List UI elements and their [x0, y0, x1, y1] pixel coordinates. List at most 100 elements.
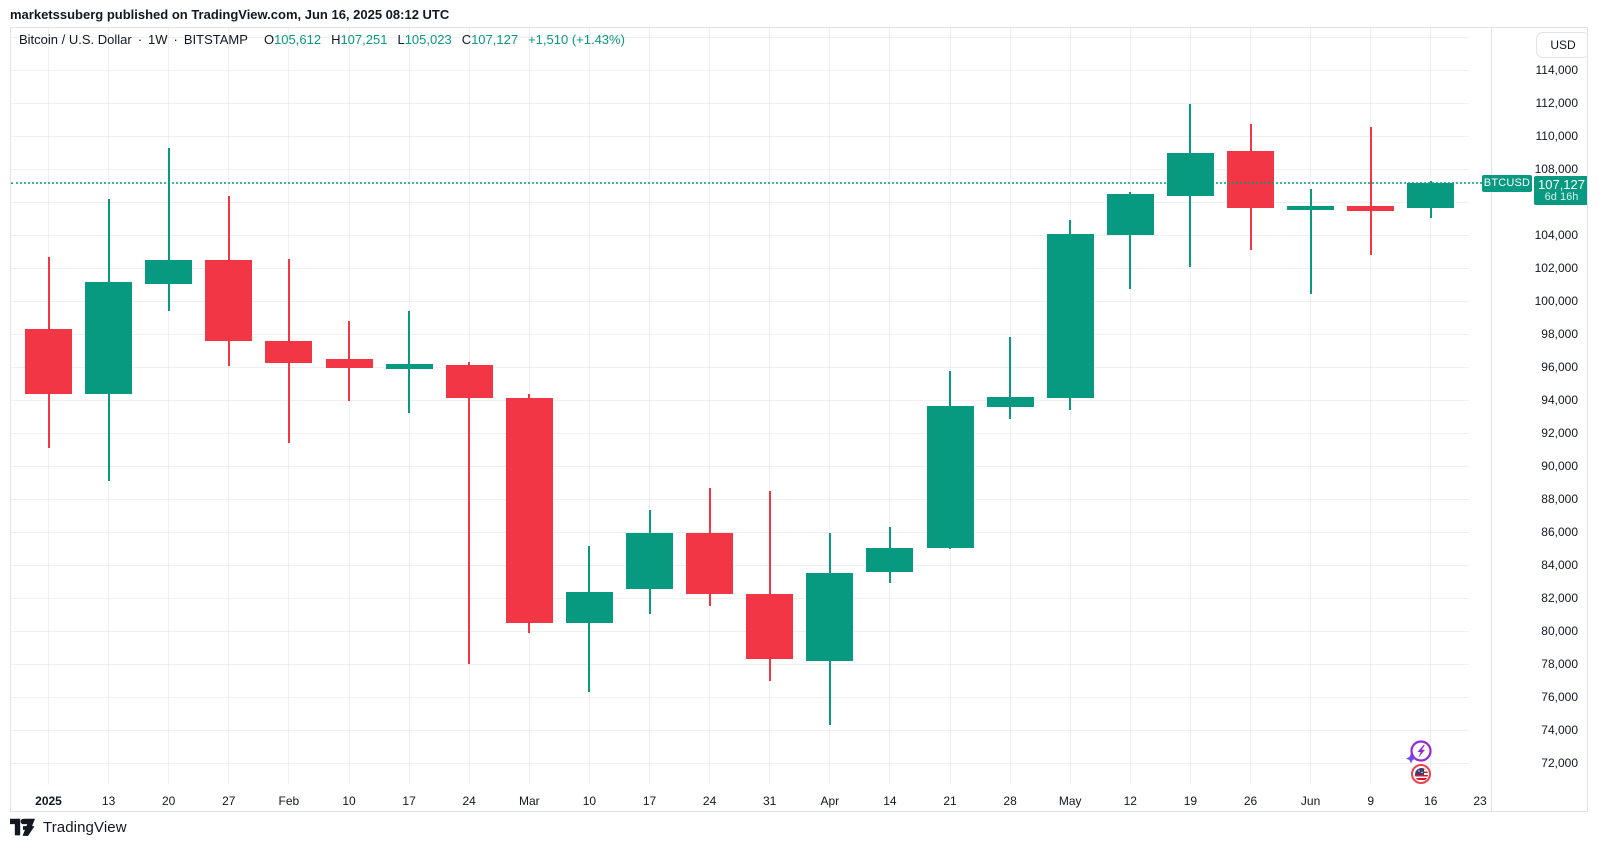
time-tick-label: 10 — [342, 794, 356, 808]
horizontal-gridline — [11, 268, 1469, 269]
price-tick-label: 100,000 — [1534, 294, 1578, 308]
last-price-dotted-line — [11, 182, 1482, 185]
tradingview-footer-link[interactable]: TradingView — [10, 818, 127, 837]
time-tick-label: 26 — [1243, 794, 1258, 808]
open-label: O — [263, 32, 275, 47]
horizontal-gridline — [11, 532, 1469, 533]
time-tick-label: 19 — [1183, 794, 1198, 808]
last-price-badge: 107,127 6d 16h — [1534, 176, 1587, 206]
horizontal-gridline — [11, 400, 1469, 401]
price-tick-label: 82,000 — [1541, 591, 1578, 605]
candle-body[interactable] — [1347, 205, 1395, 211]
candle-body[interactable] — [1046, 234, 1094, 398]
price-tick-label: 72,000 — [1541, 756, 1578, 770]
candle-wick — [1009, 336, 1012, 420]
candle-body[interactable] — [806, 572, 854, 662]
horizontal-gridline — [11, 730, 1469, 731]
candle-body[interactable] — [866, 547, 914, 572]
time-tick-label: 16 — [1424, 794, 1438, 808]
vertical-gridline — [649, 28, 650, 784]
vertical-gridline — [1189, 28, 1191, 784]
horizontal-gridline — [11, 334, 1469, 335]
candle-body[interactable] — [926, 405, 974, 548]
candle-body[interactable] — [1227, 151, 1274, 208]
symbol-title[interactable]: Bitcoin / U.S. Dollar — [19, 32, 132, 47]
time-tick-label: 13 — [101, 794, 116, 808]
time-tick-label: 17 — [642, 794, 657, 808]
horizontal-gridline — [11, 37, 1469, 38]
candle-body[interactable] — [565, 591, 613, 623]
candle-body[interactable] — [1166, 152, 1214, 197]
ohlc-values: O 105,612 H 107,251 L 105,023 C 107,127 — [264, 32, 518, 47]
horizontal-gridline — [11, 499, 1469, 500]
candle-body[interactable] — [25, 329, 72, 395]
candle-body[interactable] — [265, 340, 313, 363]
exchange-label: BITSTAMP — [183, 32, 248, 47]
price-tick-label: 96,000 — [1541, 360, 1578, 374]
us-flag-economic-event-icon[interactable] — [1411, 764, 1432, 784]
horizontal-gridline — [11, 763, 1469, 764]
candle-wick — [768, 490, 771, 681]
legend-separator: · — [137, 32, 143, 47]
candle-body[interactable] — [746, 594, 794, 660]
candle-body[interactable] — [986, 396, 1034, 407]
vertical-gridline — [1250, 28, 1251, 784]
open-value: 105,612 — [274, 32, 322, 47]
candle-body[interactable] — [385, 364, 433, 369]
candle-wick — [1369, 126, 1372, 255]
horizontal-gridline — [11, 367, 1469, 368]
candle-body[interactable] — [205, 259, 253, 341]
time-tick-label: 14 — [883, 794, 897, 808]
vertical-gridline — [769, 28, 771, 784]
vertical-gridline — [889, 28, 891, 784]
tradingview-logo-icon — [10, 818, 35, 836]
price-tick-label: 84,000 — [1541, 558, 1578, 572]
price-tick-label: 86,000 — [1541, 525, 1578, 539]
candle-body[interactable] — [1407, 183, 1455, 209]
candle-body[interactable] — [505, 397, 553, 623]
time-tick-label: Jun — [1300, 794, 1321, 808]
time-tick-label: 24 — [462, 794, 476, 808]
vertical-gridline — [1129, 28, 1131, 784]
candle-body[interactable] — [686, 532, 734, 595]
price-tick-label: 114,000 — [1535, 63, 1579, 77]
tradingview-brand-text: TradingView — [43, 819, 127, 836]
vertical-gridline — [168, 28, 170, 784]
horizontal-gridline — [11, 202, 1469, 203]
ai-lightning-event-icon[interactable] — [1404, 739, 1434, 772]
horizontal-gridline — [11, 565, 1469, 566]
time-tick-label: 20 — [162, 794, 176, 808]
candle-body[interactable] — [325, 358, 373, 368]
currency-unit-button[interactable]: USD — [1536, 32, 1587, 58]
bar-countdown: 6d 16h — [1544, 190, 1579, 203]
vertical-gridline — [588, 28, 590, 784]
candle-wick — [1129, 191, 1132, 289]
price-tick-label: 80,000 — [1541, 624, 1578, 638]
time-tick-label: 31 — [763, 794, 777, 808]
candle-body[interactable] — [626, 532, 673, 590]
candle-wick — [468, 361, 471, 665]
candle-body[interactable] — [445, 365, 493, 399]
time-tick-label: 10 — [582, 794, 597, 808]
time-tick-label: Feb — [278, 794, 300, 808]
candle-body[interactable] — [1106, 194, 1154, 236]
horizontal-gridline — [11, 235, 1469, 236]
time-tick-label: 28 — [1003, 794, 1017, 808]
vertical-gridline — [829, 28, 831, 784]
time-tick-label: May — [1058, 794, 1082, 808]
horizontal-gridline — [11, 598, 1469, 599]
candle-body[interactable] — [145, 259, 193, 284]
time-tick-label: 21 — [943, 794, 957, 808]
interval-label[interactable]: 1W — [148, 32, 168, 47]
vertical-gridline — [228, 28, 230, 784]
candle-body[interactable] — [1287, 205, 1335, 211]
horizontal-gridline — [11, 433, 1469, 434]
candle-wick — [408, 311, 411, 413]
time-tick-label: 2025 — [35, 794, 62, 808]
candle-body[interactable] — [85, 282, 133, 395]
high-label: H — [331, 32, 341, 47]
close-value: 107,127 — [471, 32, 519, 47]
price-tick-label: 88,000 — [1541, 492, 1578, 506]
